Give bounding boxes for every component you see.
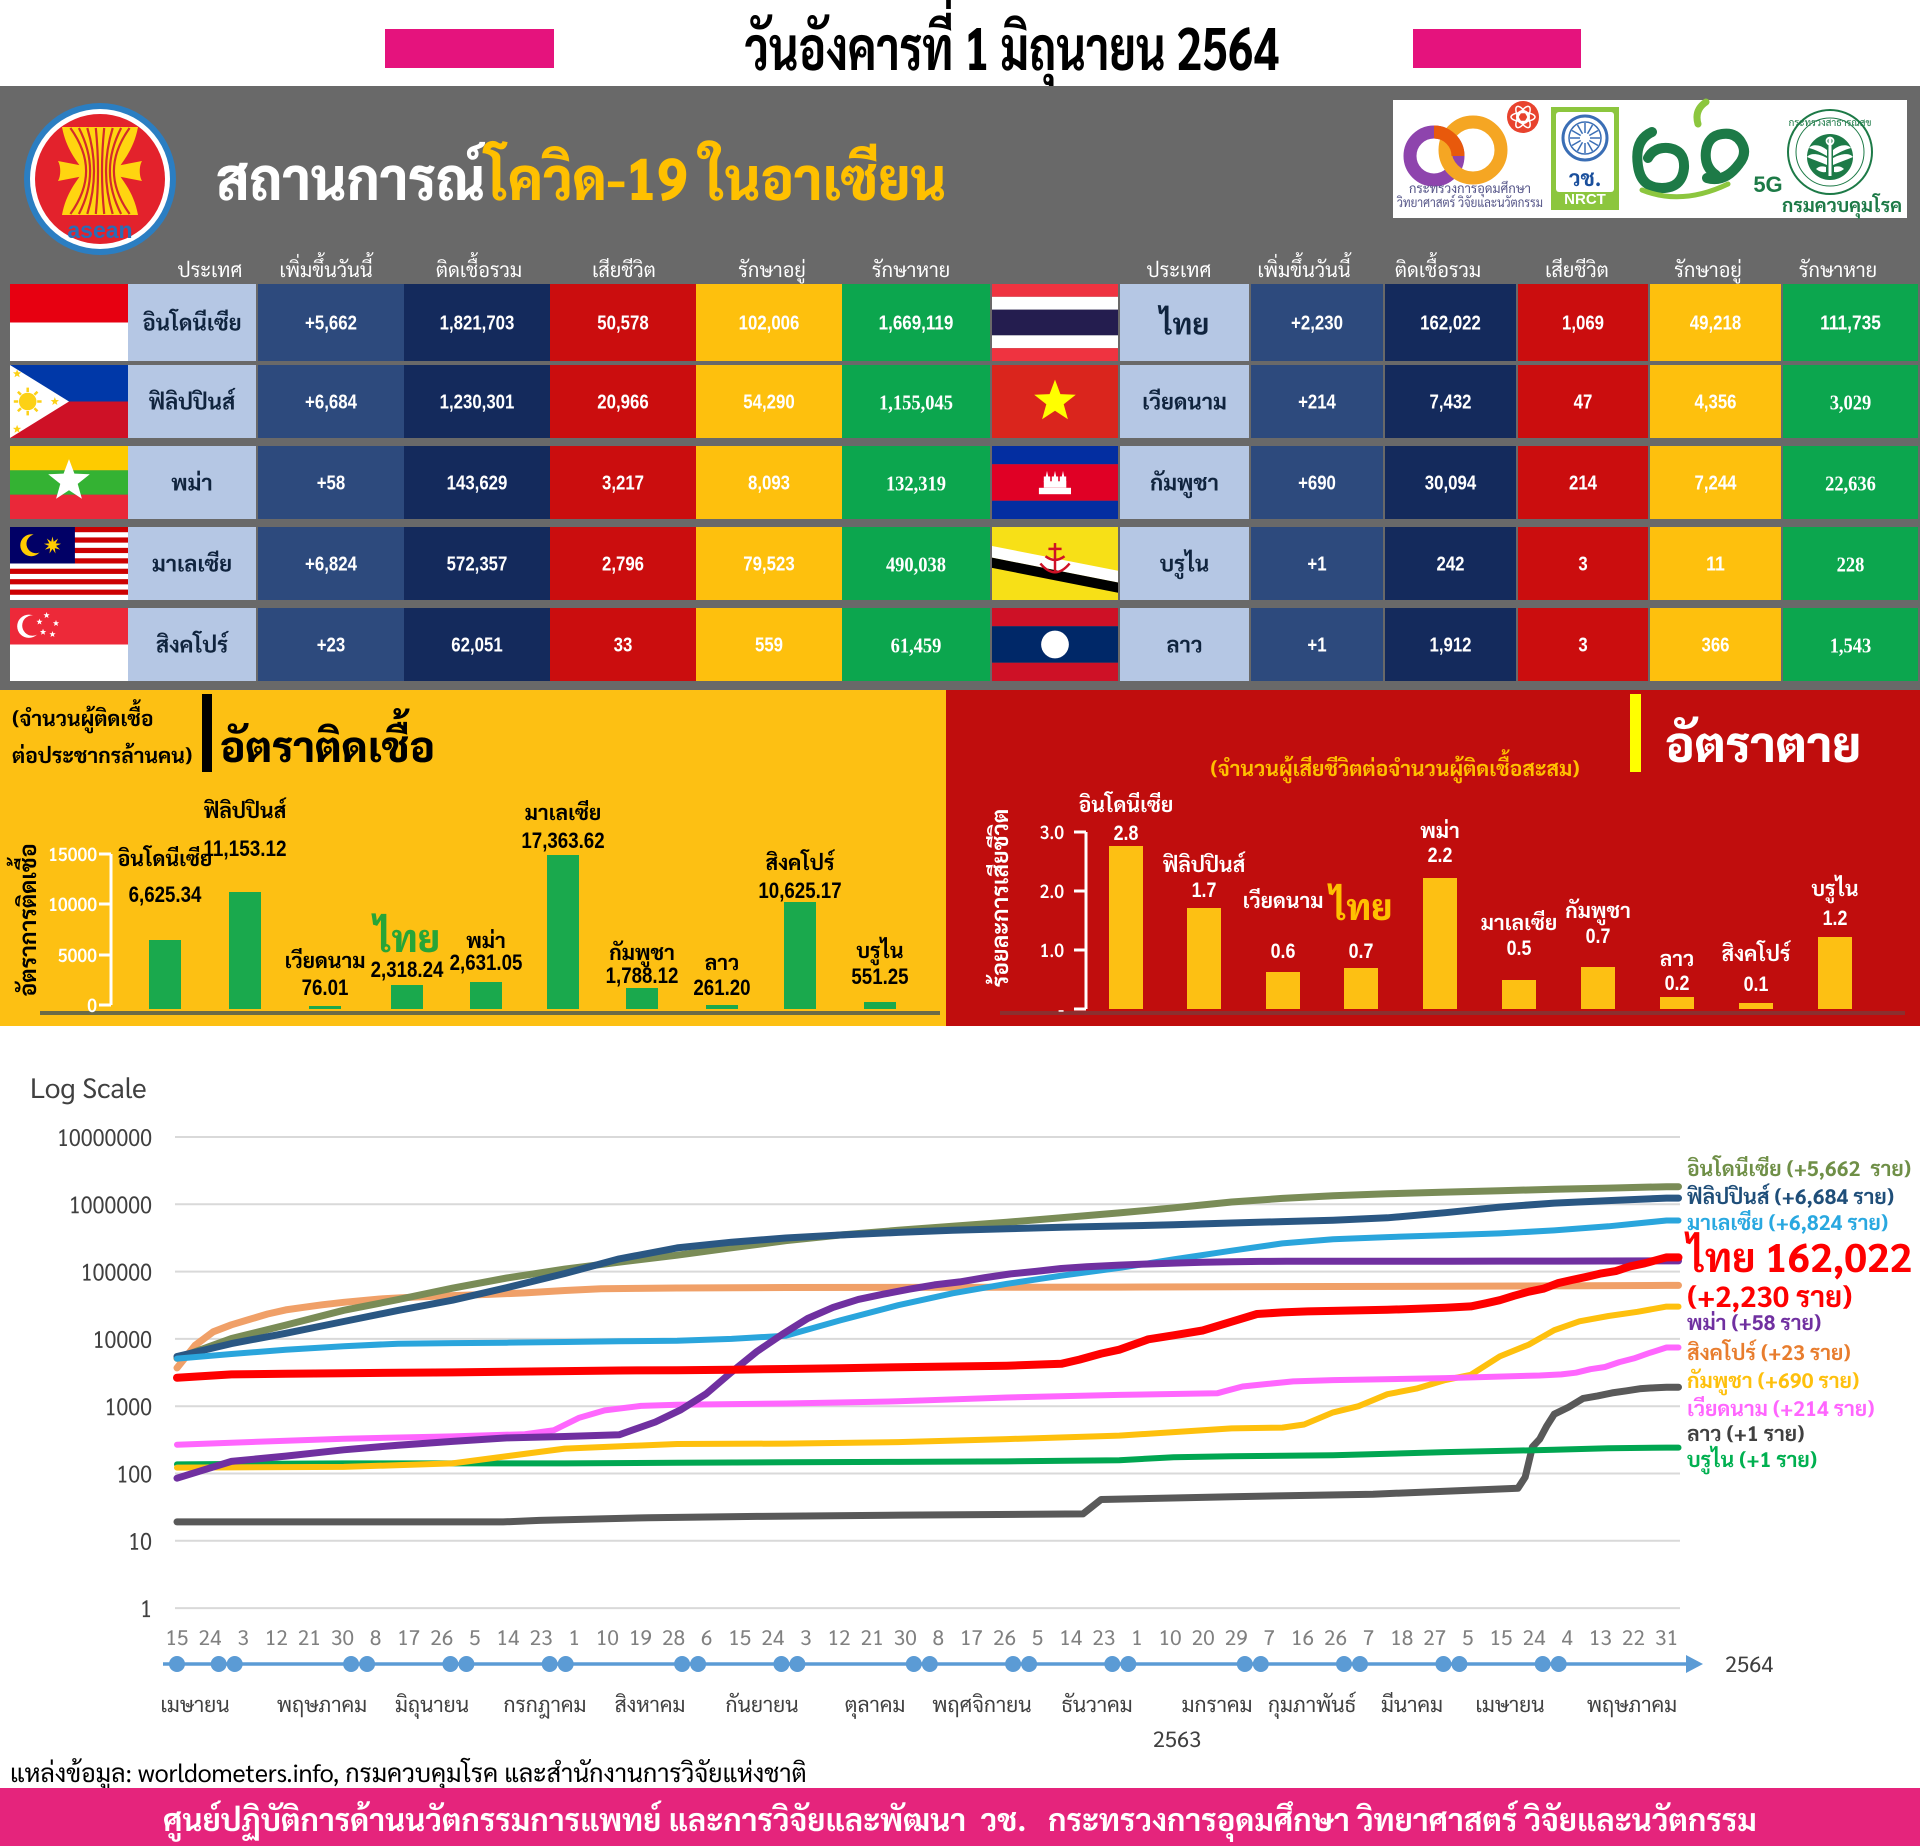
svg-text:261.20: 261.20: [693, 975, 750, 1000]
svg-text:+5,662: +5,662: [305, 313, 357, 335]
svg-text:49,218: 49,218: [1690, 313, 1741, 335]
svg-text:asean: asean: [67, 217, 132, 243]
svg-text:0.6: 0.6: [1271, 940, 1296, 963]
svg-text:2,318.24: 2,318.24: [371, 957, 444, 982]
svg-text:1.7: 1.7: [1192, 879, 1217, 902]
svg-text:+2,230: +2,230: [1291, 313, 1343, 335]
svg-text:0.1: 0.1: [1744, 973, 1769, 996]
svg-text:6,625.34: 6,625.34: [129, 882, 202, 907]
svg-text:572,357: 572,357: [447, 554, 508, 576]
svg-text:+6,824: +6,824: [305, 554, 358, 576]
svg-text:50,578: 50,578: [597, 313, 648, 335]
svg-text:47: 47: [1574, 392, 1593, 414]
svg-text:2,631.05: 2,631.05: [450, 950, 523, 975]
svg-text:214: 214: [1569, 473, 1598, 495]
svg-text:0.7: 0.7: [1586, 925, 1611, 948]
svg-text:1,912: 1,912: [1430, 635, 1472, 657]
svg-text:8,093: 8,093: [748, 473, 790, 495]
svg-text:228: 228: [1837, 553, 1865, 577]
svg-text:22,636: 22,636: [1825, 472, 1876, 496]
svg-text:11,153.12: 11,153.12: [203, 836, 286, 861]
svg-text:3,217: 3,217: [602, 473, 644, 495]
svg-text:3: 3: [1578, 635, 1587, 657]
svg-text:7,432: 7,432: [1430, 392, 1472, 414]
svg-text:1,155,045: 1,155,045: [879, 391, 953, 415]
svg-text:111,735: 111,735: [1820, 313, 1881, 335]
svg-text:2.2: 2.2: [1428, 844, 1453, 867]
svg-text:1,669,119: 1,669,119: [879, 313, 954, 335]
svg-text:NRCT: NRCT: [1564, 191, 1606, 208]
svg-text:+58: +58: [317, 473, 346, 495]
svg-text:551.25: 551.25: [851, 964, 908, 989]
svg-text:0.7: 0.7: [1349, 940, 1374, 963]
svg-text:162,022: 162,022: [1420, 313, 1481, 335]
svg-text:54,290: 54,290: [743, 392, 794, 414]
svg-text:20,966: 20,966: [597, 392, 648, 414]
svg-text:1,821,703: 1,821,703: [440, 313, 515, 335]
svg-text:62,051: 62,051: [451, 635, 502, 657]
svg-text:3: 3: [1578, 554, 1587, 576]
svg-text:0.5: 0.5: [1507, 937, 1532, 960]
svg-text:33: 33: [614, 635, 633, 657]
svg-text:4,356: 4,356: [1695, 392, 1737, 414]
svg-text:102,006: 102,006: [739, 313, 800, 335]
svg-text:1,230,301: 1,230,301: [440, 392, 515, 414]
svg-text:1.2: 1.2: [1823, 907, 1848, 930]
svg-text:17,363.62: 17,363.62: [521, 828, 604, 853]
svg-text:132,319: 132,319: [886, 472, 946, 496]
svg-text:79,523: 79,523: [743, 554, 794, 576]
svg-text:61,459: 61,459: [891, 634, 942, 658]
svg-text:+1: +1: [1307, 554, 1326, 576]
svg-text:2,796: 2,796: [602, 554, 644, 576]
svg-text:0.2: 0.2: [1665, 972, 1690, 995]
svg-text:1,543: 1,543: [1830, 634, 1872, 658]
svg-text:+6,684: +6,684: [305, 392, 358, 414]
svg-text:242: 242: [1437, 554, 1465, 576]
svg-text:1,788.12: 1,788.12: [606, 963, 679, 988]
svg-text:2.8: 2.8: [1114, 822, 1139, 845]
svg-text:+23: +23: [317, 635, 346, 657]
svg-text:+1: +1: [1307, 635, 1326, 657]
svg-text:+214: +214: [1298, 392, 1337, 414]
svg-text:366: 366: [1702, 635, 1730, 657]
svg-text:10,625.17: 10,625.17: [758, 878, 841, 903]
svg-text:30,094: 30,094: [1425, 473, 1477, 495]
svg-text:7,244: 7,244: [1695, 473, 1738, 495]
svg-text:490,038: 490,038: [886, 553, 946, 577]
svg-text:1,069: 1,069: [1562, 313, 1604, 335]
svg-text:76.01: 76.01: [302, 975, 349, 1000]
svg-text:11: 11: [1706, 554, 1725, 576]
svg-text:+690: +690: [1298, 473, 1336, 495]
svg-text:143,629: 143,629: [447, 473, 508, 495]
svg-text:5G: 5G: [1753, 172, 1782, 197]
svg-text:559: 559: [755, 635, 783, 657]
svg-text:3,029: 3,029: [1830, 391, 1872, 415]
